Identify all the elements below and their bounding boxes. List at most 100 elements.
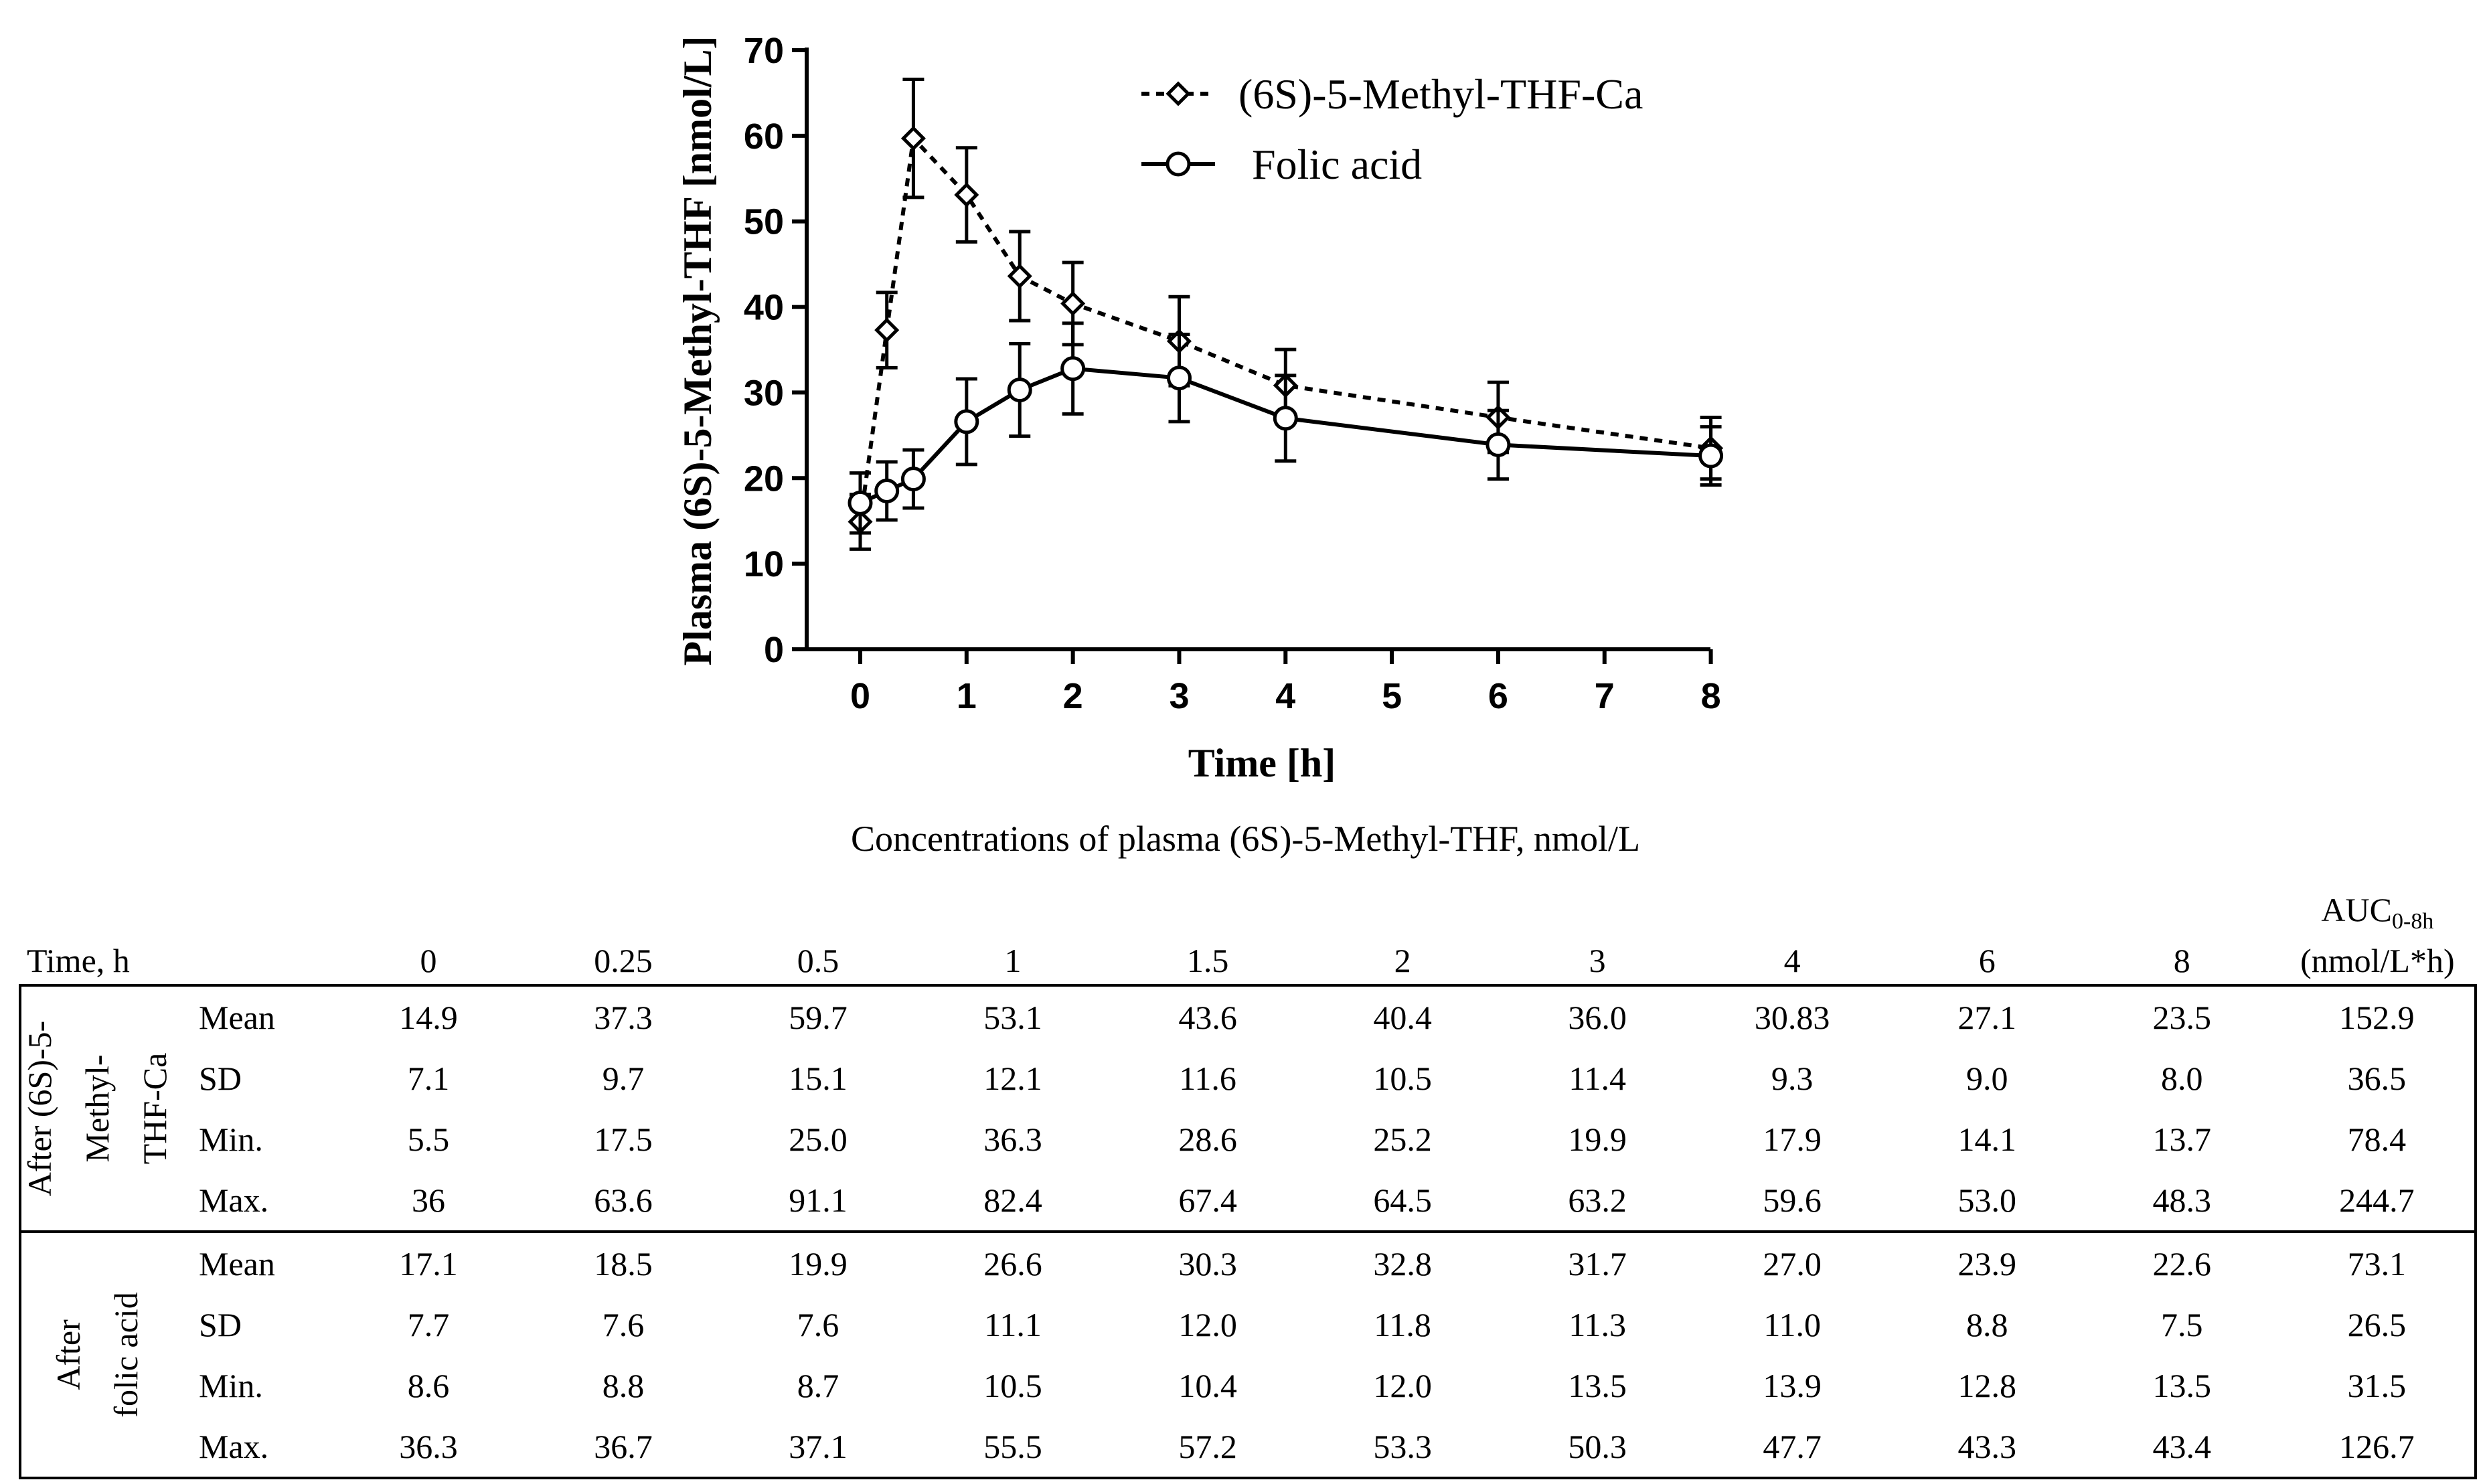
value-cell: 25.2 — [1373, 1120, 1432, 1158]
table-row: Max. 36.3 36.7 37.1 55.5 57.2 53.3 50.3 47.7 43.3… — [20, 1416, 2476, 1478]
value-cell: 18.5 — [594, 1244, 653, 1283]
value-cell: 13.5 — [1568, 1366, 1627, 1404]
x-tick-label: 2 — [1063, 676, 1083, 716]
value-cell: 17.1 — [399, 1244, 458, 1283]
value-cell: 17.9 — [1763, 1120, 1822, 1158]
table-row: Min. 8.6 8.8 8.7 10.5 10.4 12.0 13.5 13.9 12.8 13.… — [20, 1355, 2476, 1416]
value-cell: 17.5 — [594, 1120, 653, 1158]
x-tick-label: 5 — [1382, 676, 1402, 716]
table-caption: Concentrations of plasma (6S)-5-Methyl-T… — [851, 819, 1640, 859]
value-cell: 37.3 — [594, 998, 653, 1036]
time-point-header: 0.25 — [594, 942, 653, 979]
value-cell: 11.6 — [1179, 1059, 1236, 1097]
table-row: After folic acid Mean 17.1 18.5 19.9 26.6 30.3 3… — [20, 1232, 2476, 1418]
time-header: Time, h — [27, 942, 130, 979]
time-point-header: 0.5 — [797, 942, 839, 979]
folic-data-point — [874, 478, 900, 503]
stat-label: Max. — [199, 1181, 269, 1219]
value-cell: 7.7 — [407, 1305, 450, 1343]
value-cell: 36 — [411, 1181, 445, 1219]
time-point-header: 3 — [1589, 942, 1606, 979]
group-mthf-ca: After (6S)-5- Methyl- THF-Ca Mean 14.9 37.3 59… — [20, 985, 2476, 1232]
value-cell: 8.6 — [407, 1366, 450, 1404]
value-cell: 10.5 — [983, 1366, 1042, 1404]
mthf-data-point — [900, 126, 926, 151]
time-point-header: 8 — [2173, 942, 2190, 979]
group-label-line: After (6S)-5- — [20, 1020, 58, 1197]
group-label-text: After folic acid — [39, 1292, 155, 1417]
stat-label: Mean — [199, 1244, 275, 1283]
folic-series-line — [859, 366, 1711, 505]
value-cell: 10.5 — [1373, 1059, 1432, 1097]
value-cell: 7.5 — [2160, 1305, 2203, 1343]
value-cell: 11.3 — [1569, 1305, 1626, 1343]
value-cell: 36.0 — [1568, 998, 1627, 1036]
table-header: Time, h 0 0.25 0.5 1 1.5 2 3 4 6 8 AUC0-8h (nmol/L*h… — [20, 890, 2476, 985]
value-cell: 9.7 — [602, 1059, 645, 1097]
value-cell: 9.3 — [1771, 1059, 1814, 1097]
value-cell: 82.4 — [983, 1181, 1042, 1219]
y-axis-title: Plasma (6S)-5-Methyl-THF [nmol/L] — [675, 36, 720, 666]
value-cell: 27.1 — [1957, 998, 2016, 1036]
table-row: SD 7.7 7.6 7.6 11.1 12.0 11.8 11.3 11.0 8.8 7.5 26.… — [20, 1294, 2476, 1355]
value-cell: 40.4 — [1373, 998, 1432, 1036]
time-point-header: 1 — [1004, 942, 1022, 979]
value-cell: 27.0 — [1763, 1244, 1822, 1283]
value-cell: 9.0 — [1965, 1059, 2008, 1097]
value-cell: 11.4 — [1569, 1059, 1626, 1097]
folic-data-point — [848, 490, 873, 515]
value-cell: 19.9 — [1568, 1120, 1627, 1158]
group-folic-acid: After folic acid Mean 17.1 18.5 19.9 26.6 30.3 3… — [20, 1232, 2476, 1478]
value-cell: 55.5 — [983, 1427, 1042, 1465]
legend-folic-label: Folic acid — [1252, 141, 1422, 188]
value-cell: 7.6 — [797, 1305, 839, 1343]
value-cell: 30.3 — [1178, 1244, 1237, 1283]
folic-data-point — [1485, 432, 1511, 457]
value-cell: 14.9 — [399, 998, 458, 1036]
value-cell: 63.6 — [594, 1181, 653, 1219]
value-cell: 63.2 — [1568, 1181, 1627, 1219]
value-cell: 8.7 — [797, 1366, 839, 1404]
value-cell: 36.3 — [399, 1427, 458, 1465]
x-axis-title: Time [h] — [1188, 741, 1336, 785]
x-tick-label: 8 — [1701, 676, 1721, 716]
value-cell: 43.6 — [1178, 998, 1237, 1036]
folic-data-point — [1060, 356, 1086, 382]
value-cell: 8.0 — [2160, 1059, 2203, 1097]
value-cell: 53.1 — [983, 998, 1042, 1036]
mthf-data-point — [1060, 291, 1086, 316]
value-cell: 13.5 — [2152, 1366, 2211, 1404]
value-cell: 47.7 — [1763, 1427, 1822, 1465]
value-cell: 11.0 — [1763, 1305, 1821, 1343]
value-cell: 59.6 — [1763, 1181, 1822, 1219]
y-tick-label: 20 — [744, 459, 784, 499]
value-cell: 13.7 — [2152, 1120, 2211, 1158]
table-row: SD 7.1 9.7 15.1 12.1 11.6 10.5 11.4 9.3 9.0 8.0 36.… — [20, 1048, 2476, 1108]
group-label: After folic acid — [20, 1232, 172, 1478]
stat-label: Mean — [199, 998, 275, 1036]
x-tick-label: 1 — [957, 676, 977, 716]
legend-mthf-label: (6S)-5-Methyl-THF-Ca — [1238, 70, 1643, 118]
chart-series — [848, 77, 1724, 551]
value-cell: 30.83 — [1754, 998, 1830, 1036]
value-cell: 7.6 — [602, 1305, 645, 1343]
table-header-row: Time, h 0 0.25 0.5 1 1.5 2 3 4 6 8 AUC0-8h (nmol/L*h… — [20, 890, 2476, 985]
value-cell: 36.7 — [594, 1427, 653, 1465]
group-label-line: Methyl- — [78, 1054, 116, 1163]
y-tick-label: 30 — [744, 373, 784, 413]
value-cell: 36.3 — [983, 1120, 1042, 1158]
value-cell: 15.1 — [789, 1059, 848, 1097]
y-tick-label: 10 — [744, 544, 784, 584]
auc-label: AUC — [2321, 891, 2392, 928]
value-cell: 23.5 — [2152, 998, 2211, 1036]
pk-line-chart: 0 10 20 30 40 50 60 70 0 1 2 3 4 5 6 7 8 (6S)-5-Methyl-T… — [675, 31, 1724, 785]
value-cell: 25.0 — [789, 1120, 848, 1158]
value-cell: 14.1 — [1957, 1120, 2016, 1158]
stat-label: Max. — [199, 1427, 269, 1465]
value-cell: 12.0 — [1178, 1305, 1237, 1343]
table-row: Min. 5.5 17.5 25.0 36.3 28.6 25.2 19.9 17.9 14.1 1… — [20, 1108, 2476, 1169]
value-cell: 12.0 — [1373, 1366, 1432, 1404]
time-point-header: 6 — [1978, 942, 1996, 979]
value-cell: 67.4 — [1178, 1181, 1237, 1219]
value-cell: 11.1 — [984, 1305, 1042, 1343]
